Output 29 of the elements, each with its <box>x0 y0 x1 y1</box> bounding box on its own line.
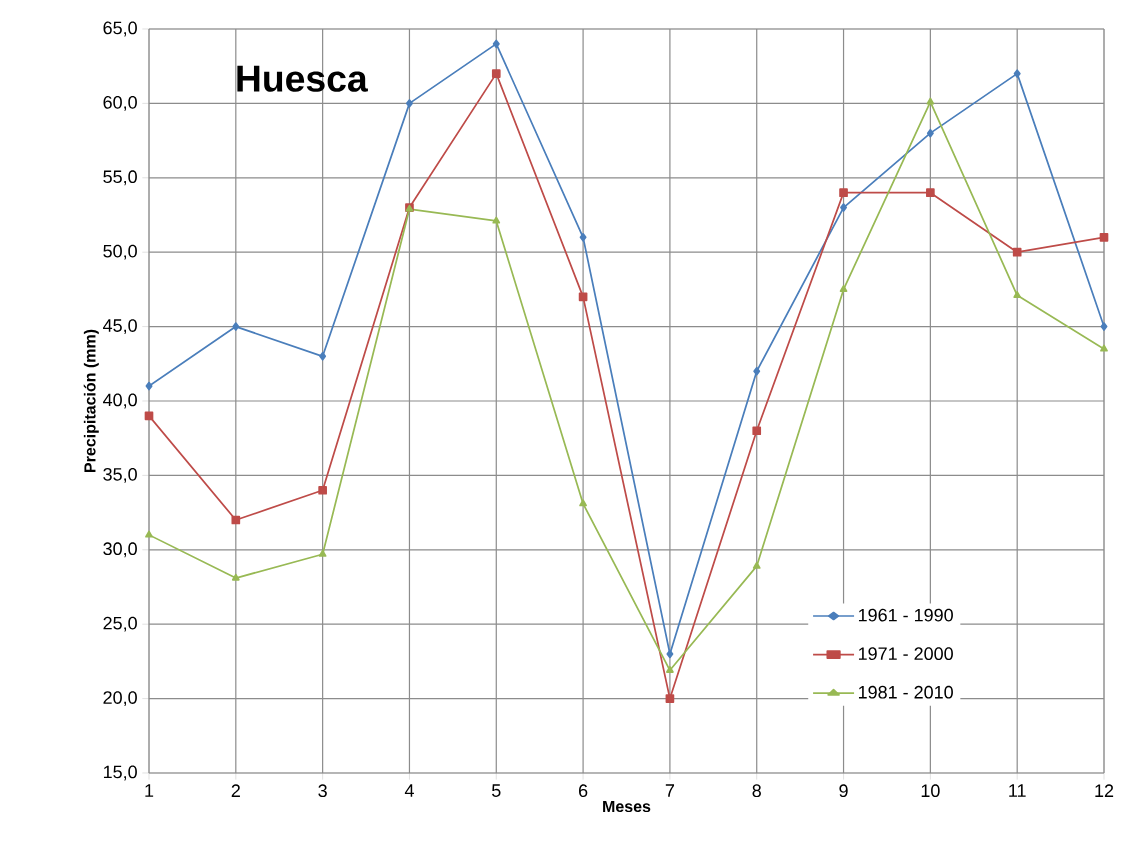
x-axis-title: Meses <box>603 800 651 813</box>
legend-label: 1981 - 2010 <box>858 685 953 699</box>
x-tick-label: 8 <box>752 784 761 798</box>
y-tick-label: 20,0 <box>103 691 137 707</box>
x-tick-label: 11 <box>1009 784 1026 797</box>
x-tick-label: 6 <box>579 784 588 798</box>
legend-label: 1961 - 1990 <box>858 608 953 622</box>
x-tick-label: 5 <box>491 784 501 797</box>
y-tick-label: 30,0 <box>103 542 137 558</box>
x-tick-label: 2 <box>231 784 240 797</box>
y-tick-label: 50,0 <box>103 244 137 260</box>
y-axis-title: Precipitación (mm) <box>83 329 99 472</box>
x-tick-label: 9 <box>839 784 848 798</box>
y-tick-label: 35,0 <box>103 467 137 483</box>
x-tick-label: 12 <box>1095 784 1114 797</box>
text: Huesca <box>237 65 368 92</box>
y-tick-label: 60,0 <box>103 95 137 111</box>
x-tick-label: 4 <box>404 784 414 797</box>
y-tick-label: 55,0 <box>103 170 137 186</box>
x-tick-label: 7 <box>665 784 675 797</box>
x-tick-label: 1 <box>145 784 154 797</box>
y-tick-label: 65,0 <box>103 21 137 37</box>
y-tick-label: 40,0 <box>103 393 137 409</box>
y-tick-label: 15,0 <box>103 765 137 781</box>
x-tick-label: 3 <box>318 784 327 798</box>
y-tick-label: 25,0 <box>103 616 137 632</box>
x-tick-label: 10 <box>921 784 940 798</box>
legend-label: 1971 - 2000 <box>858 647 953 661</box>
y-tick-label: 45,0 <box>103 319 137 335</box>
